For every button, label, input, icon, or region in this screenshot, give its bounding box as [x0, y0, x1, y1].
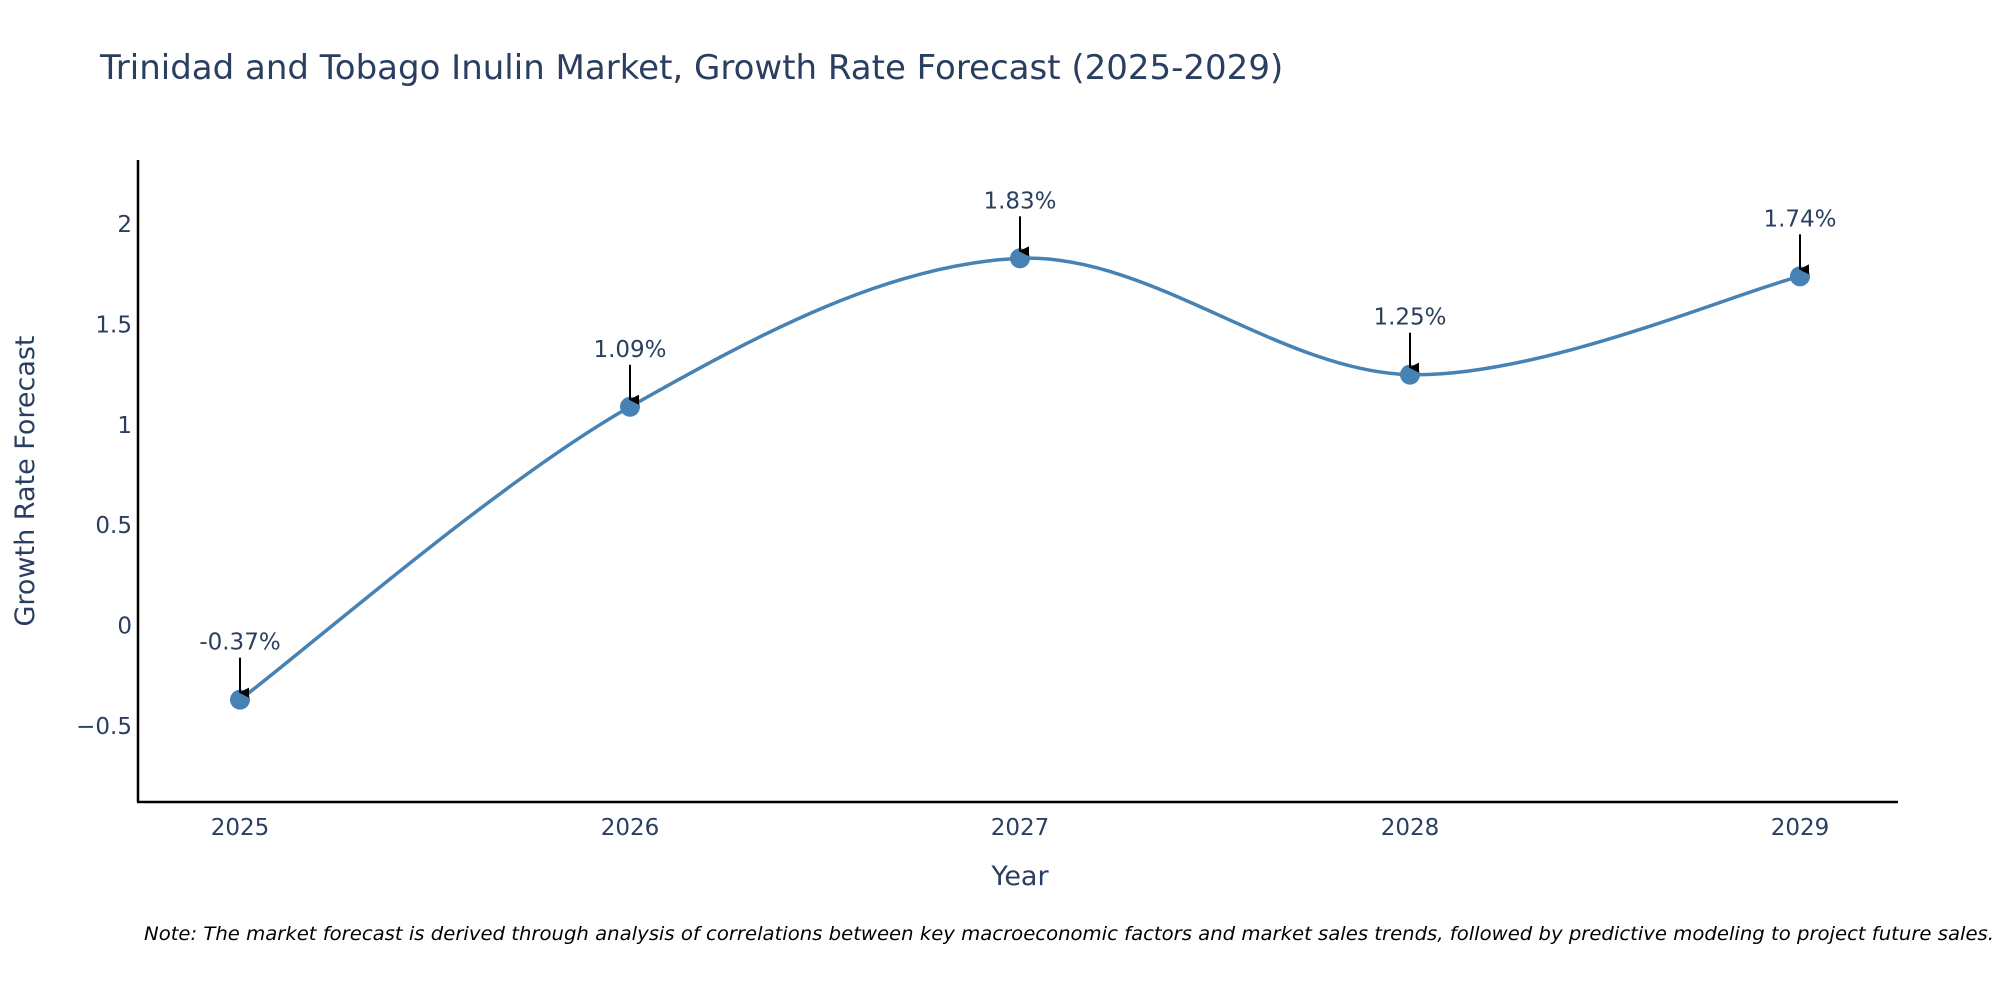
data-label: 1.25% [1373, 305, 1446, 331]
y-axis-ticks: −0.5 0 0.5 1 1.5 2 [76, 212, 132, 740]
x-tick-label: 2029 [1771, 815, 1830, 841]
y-tick-label: 2 [117, 212, 132, 238]
y-axis-title: Growth Rate Forecast [10, 335, 41, 626]
y-tick-label: 1.5 [95, 313, 132, 339]
x-tick-label: 2028 [1381, 815, 1440, 841]
footnote: Note: The market forecast is derived thr… [144, 923, 1994, 945]
y-tick-label: 0.5 [95, 513, 132, 539]
x-axis-title: Year [990, 861, 1049, 892]
plot-area [230, 248, 1810, 710]
data-labels: -0.37% 1.09% 1.83% 1.25% 1.74% [199, 188, 1837, 698]
chart-title: Trinidad and Tobago Inulin Market, Growt… [99, 48, 1283, 88]
x-axis-ticks: 2025 2026 2027 2028 2029 [211, 815, 1830, 841]
y-tick-label: 1 [117, 413, 132, 439]
y-tick-label: −0.5 [76, 714, 132, 740]
x-tick-label: 2027 [991, 815, 1050, 841]
data-label: 1.83% [983, 188, 1056, 214]
data-label: -0.37% [199, 630, 280, 656]
series-line [238, 256, 1801, 702]
y-tick-label: 0 [117, 613, 132, 639]
data-label: 1.74% [1763, 206, 1836, 232]
x-tick-label: 2026 [601, 815, 660, 841]
data-label: 1.09% [593, 337, 666, 363]
x-tick-label: 2025 [211, 815, 270, 841]
